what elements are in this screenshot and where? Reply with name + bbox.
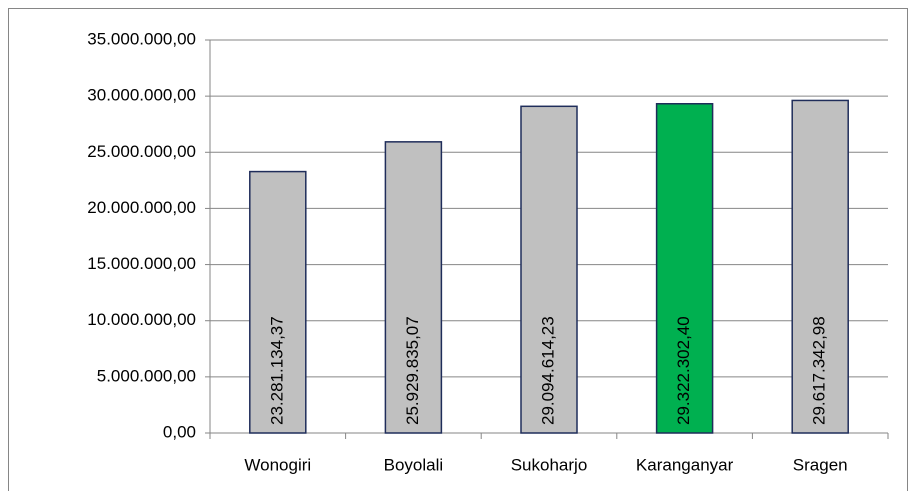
y-tick-label: 35.000.000,00 (87, 29, 196, 48)
x-tick-label: Sukoharjo (511, 455, 588, 474)
bar (791, 99, 849, 434)
y-tick-label: 20.000.000,00 (87, 198, 196, 217)
bar (520, 105, 578, 434)
value-label: 25.929.835,07 (403, 316, 422, 425)
bar (249, 170, 307, 434)
y-tick-label: 5.000.000,00 (97, 366, 196, 385)
bar (655, 103, 714, 434)
x-tick-label: Sragen (793, 455, 848, 474)
value-label: 29.322.302,40 (674, 316, 693, 425)
value-label: 23.281.134,37 (267, 316, 286, 425)
value-label: 29.094.614,23 (538, 316, 557, 425)
y-tick-label: 15.000.000,00 (87, 254, 196, 273)
x-tick-label: Karanganyar (636, 455, 734, 474)
bar (384, 141, 443, 434)
x-tick-label: Boyolali (384, 455, 444, 474)
y-tick-label: 30.000.000,00 (87, 86, 196, 105)
y-tick-label: 25.000.000,00 (87, 142, 196, 161)
y-tick-label: 10.000.000,00 (87, 310, 196, 329)
chart-border (8, 8, 908, 491)
x-tick-label: Wonogiri (244, 455, 311, 474)
value-label: 29.617.342,98 (810, 316, 829, 425)
y-tick-label: 0,00 (163, 422, 196, 441)
